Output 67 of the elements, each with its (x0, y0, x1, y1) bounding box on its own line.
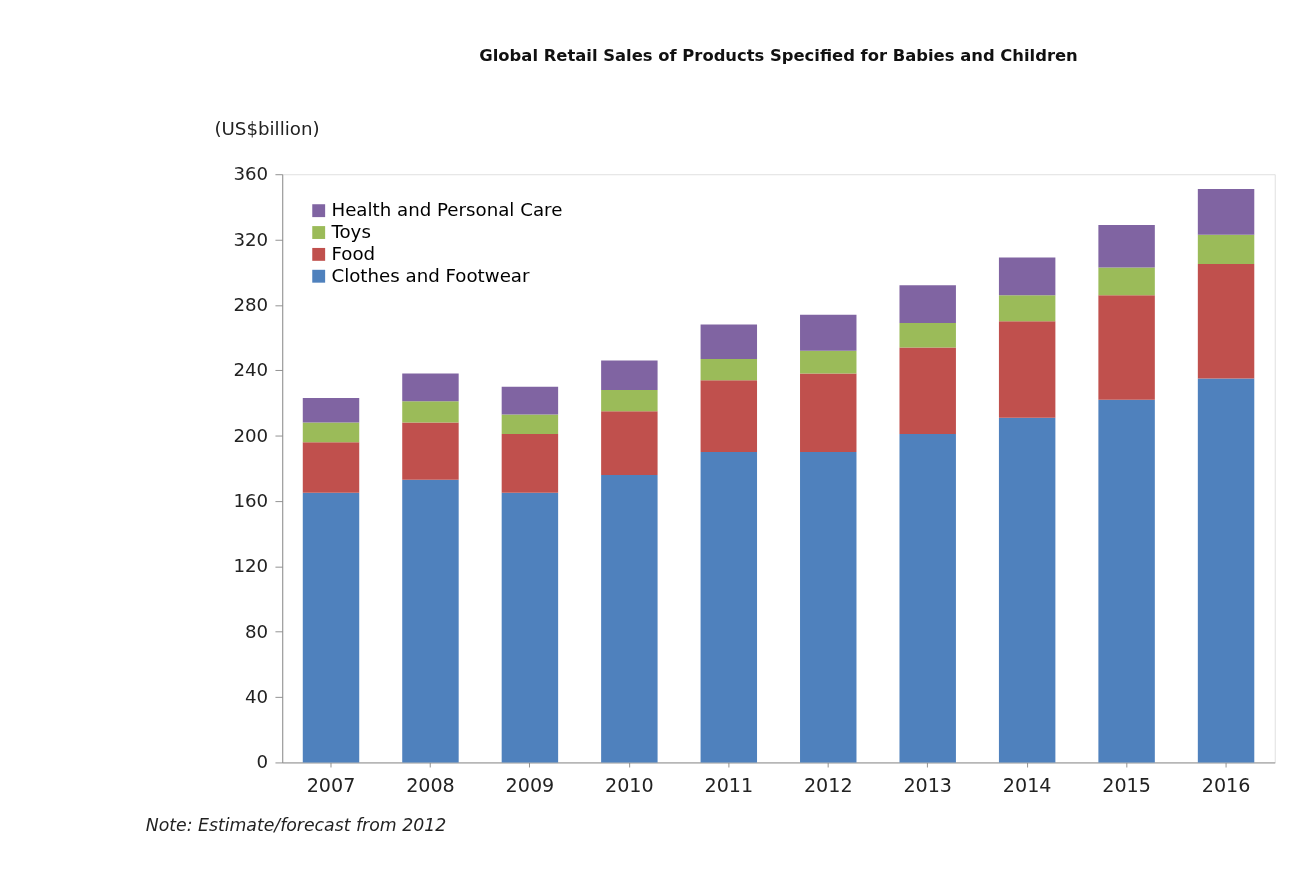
x-tick-label: 2010 (605, 774, 654, 798)
x-tick-label: 2016 (1201, 774, 1251, 798)
y-axis-title: (US$billion) (214, 117, 320, 139)
x-tick-label: 2009 (505, 774, 555, 798)
bar (1098, 267, 1155, 296)
bar (1197, 378, 1255, 763)
y-tick-label: 0 (256, 751, 269, 773)
y-tick-label: 240 (233, 359, 269, 381)
bar (501, 492, 559, 763)
bar (402, 373, 459, 402)
bar (302, 422, 360, 443)
bar (601, 411, 658, 475)
bar (899, 347, 956, 435)
y-tick-label: 280 (233, 293, 269, 315)
bar (402, 422, 459, 480)
bar (899, 322, 956, 348)
bar (1098, 399, 1155, 763)
bar (800, 350, 857, 374)
bar (402, 401, 459, 423)
bar (1098, 224, 1155, 268)
bar (1197, 188, 1255, 235)
text: Note: Estimate/forecast from 2012 (145, 814, 447, 835)
x-tick-label: 2011 (704, 774, 754, 798)
bar (501, 386, 559, 415)
y-tick-label: 80 (244, 620, 269, 642)
x-tick-label: 2012 (803, 774, 853, 798)
y-tick-label: 40 (244, 686, 269, 708)
bar (601, 389, 658, 412)
bar (998, 295, 1056, 322)
bar (700, 324, 758, 359)
y-tick-label: 360 (233, 163, 269, 185)
legend-label: Toys (330, 220, 371, 242)
bar (700, 358, 758, 381)
bar (302, 492, 360, 763)
bar (402, 479, 459, 763)
x-tick-label: 2014 (1002, 774, 1052, 798)
bar (501, 434, 559, 493)
bar (998, 417, 1056, 763)
bar (302, 398, 360, 423)
chart-title: Global Retail Sales of Products Specified for Babies and Children (479, 46, 1078, 66)
bar (800, 314, 857, 351)
bar (601, 474, 658, 763)
y-tick-label: 320 (233, 228, 269, 250)
bar (601, 360, 658, 390)
bar (1197, 234, 1255, 265)
x-tick-label: 2008 (406, 774, 455, 798)
x-tick-label: 2013 (903, 774, 953, 798)
bar (1098, 295, 1155, 400)
y-tick-label: 200 (233, 424, 269, 446)
legend-label: Food (331, 242, 376, 264)
bar (700, 380, 758, 453)
y-tick-label: 120 (233, 555, 269, 577)
bar (1197, 264, 1255, 379)
bar (501, 414, 559, 435)
y-tick-label: 160 (233, 489, 269, 511)
bar (998, 321, 1056, 418)
bar (700, 452, 758, 763)
x-tick-label: 2015 (1102, 774, 1151, 798)
bar (899, 285, 956, 323)
legend-label: Clothes and Footwear (331, 264, 530, 286)
bar (800, 452, 857, 763)
bar (899, 434, 956, 763)
bar (302, 442, 360, 493)
x-tick-label: 2007 (306, 774, 356, 798)
bar (800, 373, 857, 453)
bar (998, 257, 1056, 296)
legend-label: Health and Personal Care (331, 199, 563, 221)
